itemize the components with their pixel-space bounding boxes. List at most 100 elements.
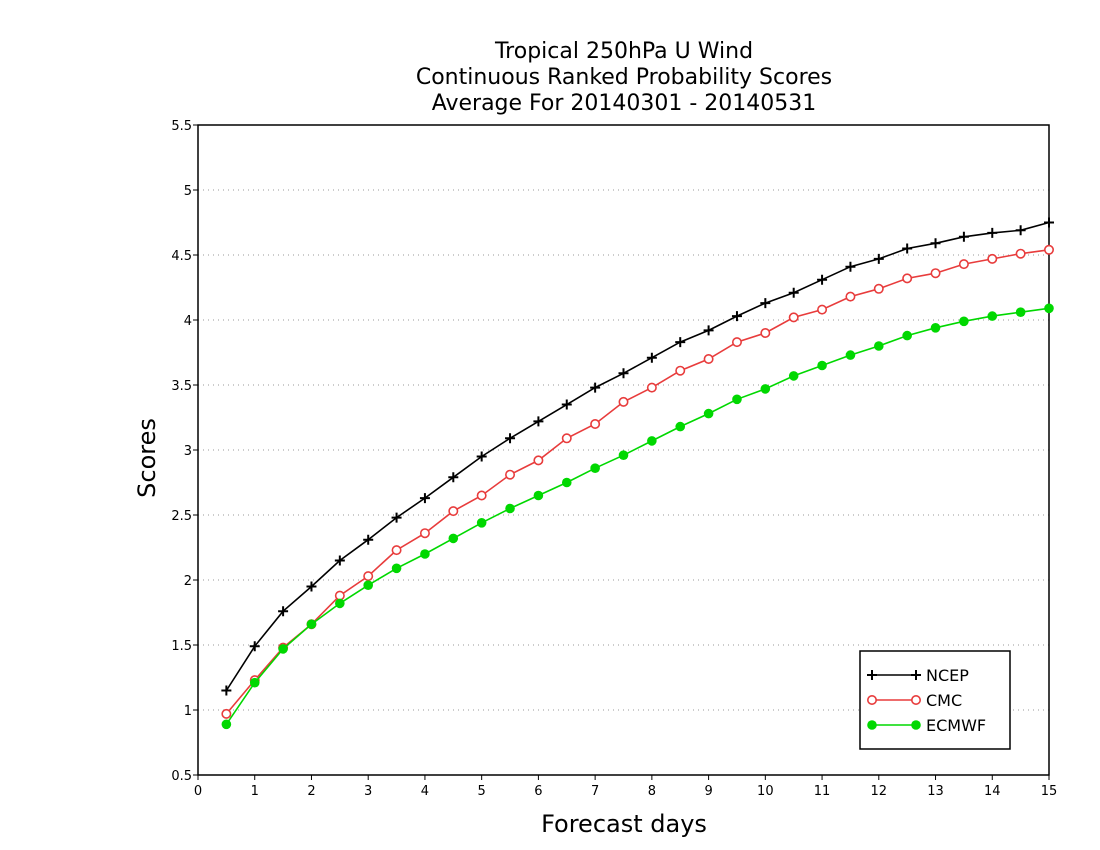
data-point-ncep <box>278 606 289 617</box>
data-point-cmc <box>930 268 941 279</box>
data-point-ncep <box>760 298 771 309</box>
data-point-cmc <box>391 545 402 556</box>
data-point-ecmwf <box>732 394 742 405</box>
data-point-ncep <box>958 231 969 242</box>
data-point-ecmwf <box>476 518 487 528</box>
data-point-cmc <box>221 708 232 719</box>
data-point-ncep <box>646 352 657 363</box>
data-point-cmc <box>817 304 828 315</box>
x-tick-label: 5 <box>478 784 486 799</box>
data-point-ecmwf <box>817 360 827 371</box>
data-point-ecmwf <box>874 341 884 351</box>
data-point-ncep <box>817 274 828 285</box>
y-axis-label: Scores <box>133 418 161 498</box>
y-tick-label: 4 <box>184 314 192 329</box>
grid-lines <box>198 189 1049 711</box>
data-point-cmc <box>902 273 913 284</box>
data-point-ncep <box>391 512 402 523</box>
data-point-cmc <box>788 312 799 323</box>
data-point-cmc <box>561 433 572 444</box>
title-line-1: Tropical 250hPa U Wind <box>494 39 753 64</box>
data-point-cmc <box>703 353 714 364</box>
data-point-cmc <box>845 291 856 302</box>
data-point-ncep <box>873 253 884 264</box>
data-point-ecmwf <box>420 549 430 559</box>
data-point-cmc <box>334 590 345 601</box>
data-point-ecmwf <box>249 677 260 688</box>
x-tick-label: 6 <box>534 784 542 799</box>
data-point-cmc <box>646 382 657 393</box>
y-tick-label: 2 <box>184 574 192 589</box>
data-point-cmc <box>873 283 884 294</box>
x-axis: 0 1 2 3 4 5 6 7 8 9 10 11 12 13 14 15 <box>194 775 1057 799</box>
data-point-ncep <box>561 399 572 410</box>
series-line-ecmwf <box>225 307 1050 725</box>
data-point-ecmwf <box>1015 307 1026 318</box>
chart-title: Tropical 250hPa U Wind Continuous Ranked… <box>416 39 832 116</box>
data-point-cmc <box>419 528 430 539</box>
data-point-ncep <box>1015 225 1026 236</box>
data-point-ecmwf <box>647 436 657 446</box>
y-tick-label: 1 <box>184 704 192 719</box>
data-point-ncep <box>731 311 742 322</box>
data-point-ncep <box>675 337 686 348</box>
data-point-ncep <box>1044 217 1054 228</box>
x-tick-label: 3 <box>364 784 372 799</box>
x-axis-label: Forecast days <box>541 810 707 838</box>
legend-label-ecmwf: ECMWF <box>926 716 986 735</box>
x-tick-label: 15 <box>1041 784 1058 799</box>
data-point-ecmwf <box>533 490 544 501</box>
y-tick-label: 0.5 <box>171 769 192 784</box>
data-point-ecmwf <box>391 563 402 574</box>
y-tick-label: 5.5 <box>171 119 192 134</box>
legend-marker-ncep <box>911 670 921 680</box>
series-cmc <box>221 244 1055 719</box>
x-tick-label: 12 <box>871 784 888 799</box>
data-point-ecmwf <box>448 533 459 544</box>
data-point-ncep <box>448 472 459 483</box>
data-point-ecmwf <box>675 421 686 432</box>
data-point-ecmwf <box>306 619 317 629</box>
data-point-cmc <box>1015 248 1026 259</box>
series-line-cmc <box>225 249 1050 715</box>
legend-marker-ncep <box>867 670 877 680</box>
data-point-ncep <box>902 243 913 254</box>
data-point-cmc <box>363 571 374 582</box>
data-point-ecmwf <box>902 330 912 341</box>
data-point-cmc <box>731 337 742 348</box>
data-point-ncep <box>249 641 260 652</box>
x-tick-label: 9 <box>704 784 712 799</box>
data-point-cmc <box>618 396 629 407</box>
data-point-ncep <box>505 433 516 444</box>
data-point-cmc <box>505 469 516 480</box>
legend-label-ncep: NCEP <box>926 666 969 685</box>
series-ecmwf <box>221 303 1054 730</box>
y-tick-label: 5 <box>184 184 192 199</box>
data-point-ncep <box>703 325 714 336</box>
data-point-ecmwf <box>335 598 345 609</box>
data-point-ncep <box>363 534 374 545</box>
data-point-ecmwf <box>959 316 969 327</box>
data-point-cmc <box>533 455 544 466</box>
x-tick-label: 13 <box>927 784 944 799</box>
x-tick-label: 1 <box>251 784 259 799</box>
data-point-ecmwf <box>930 323 941 333</box>
data-point-ncep <box>845 261 856 272</box>
legend-marker-cmc <box>866 694 877 705</box>
legend-marker-cmc <box>910 694 921 705</box>
data-point-ecmwf <box>278 644 288 654</box>
x-tick-label: 10 <box>757 784 774 799</box>
data-point-ecmwf <box>505 503 515 514</box>
legend-label-cmc: CMC <box>926 691 962 710</box>
legend: NCEP CMC ECMWF <box>859 650 1011 750</box>
series-line-ncep <box>225 221 1050 691</box>
data-point-ncep <box>334 555 345 566</box>
data-point-cmc <box>448 506 459 517</box>
x-tick-label: 0 <box>194 784 202 799</box>
data-point-cmc <box>590 418 601 429</box>
data-point-ncep <box>533 416 544 427</box>
y-tick-label: 3.5 <box>171 379 192 394</box>
data-point-ecmwf <box>221 719 232 730</box>
data-point-ncep <box>590 382 601 393</box>
data-point-ncep <box>221 685 232 696</box>
